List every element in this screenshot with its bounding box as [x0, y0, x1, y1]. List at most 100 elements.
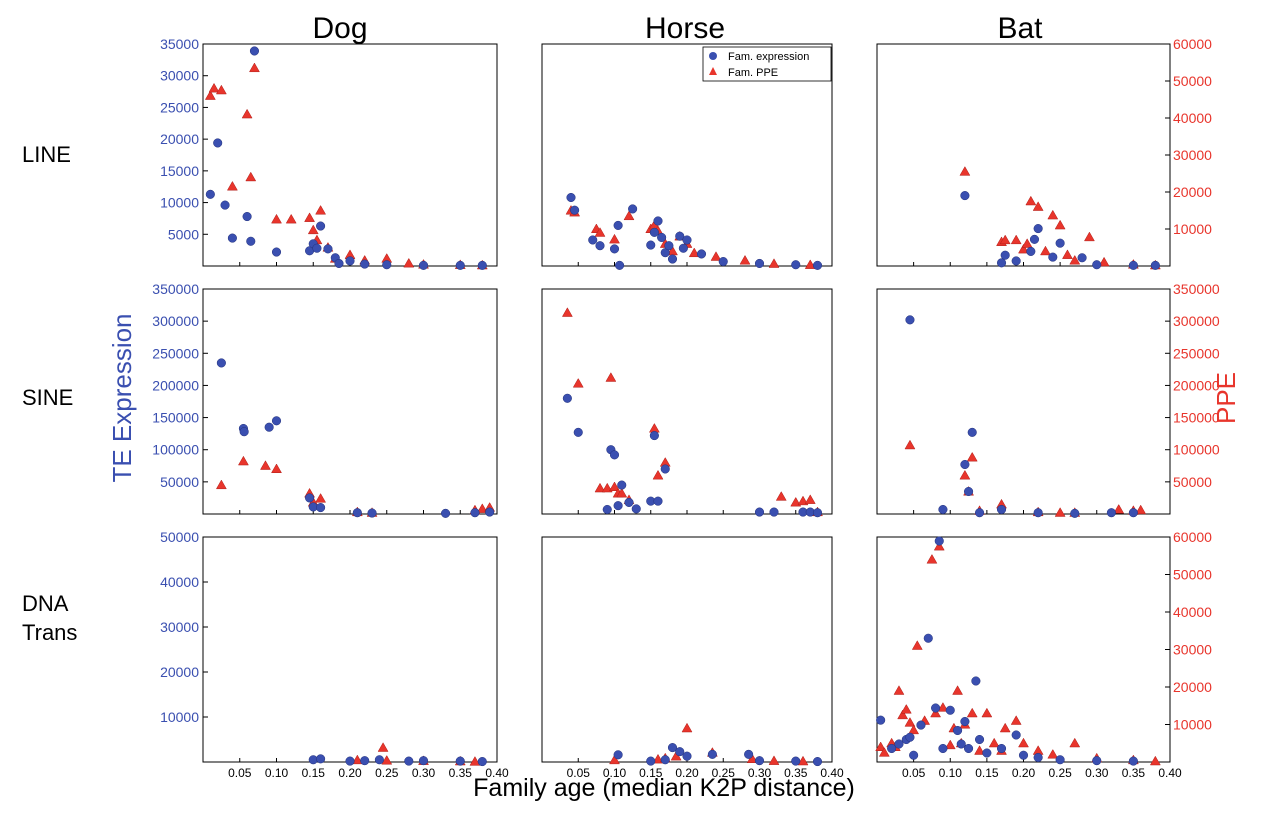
y-tick-label-right: 30000 — [1173, 147, 1212, 163]
expression-point — [667, 743, 678, 753]
x-tick-label: 0.30 — [1085, 766, 1109, 780]
expression-point — [316, 221, 326, 231]
panel-frame — [876, 288, 1171, 515]
expression-point — [345, 756, 355, 766]
x-tick-label: 0.10 — [603, 766, 627, 780]
expression-point — [791, 260, 801, 270]
expression-point — [271, 416, 282, 426]
y-tick-label-left: 20000 — [160, 664, 199, 680]
expression-point — [769, 507, 779, 517]
expression-point — [418, 756, 429, 766]
ppe-point — [351, 754, 363, 765]
x-tick-label: 0.35 — [449, 766, 473, 780]
ppe-point — [768, 755, 780, 765]
ppe-point — [1025, 195, 1037, 206]
legend-ppe-marker — [709, 67, 717, 75]
expression-point — [718, 257, 728, 267]
row-label-dna-trans: DNA Trans — [22, 591, 77, 645]
expression-point — [812, 260, 823, 270]
expression-point — [374, 755, 384, 765]
expression-point — [923, 633, 933, 643]
expression-point — [1128, 260, 1138, 270]
panel-dna-trans-bat: 10000 20000 30000 40000 50000 60000 0.05 0.10 0.… — [875, 529, 1212, 780]
ppe-point — [933, 540, 945, 551]
ppe-point — [605, 372, 617, 382]
y-tick-label-right: 60000 — [1173, 529, 1212, 545]
expression-point — [613, 501, 623, 511]
expression-point — [754, 258, 765, 269]
expression-point — [931, 703, 941, 713]
expression-point — [938, 504, 948, 515]
expression-point — [707, 749, 717, 759]
ppe-point — [469, 756, 481, 766]
expression-point — [996, 504, 1007, 515]
expression-point — [1070, 508, 1080, 518]
legend-expression-label: Fam. expression — [728, 51, 809, 63]
expression-point — [876, 715, 886, 725]
expression-point — [312, 243, 322, 253]
ppe-point — [652, 469, 664, 480]
ppe-point — [609, 481, 620, 491]
ppe-point — [226, 180, 238, 191]
y-tick-label-right: 150000 — [1173, 410, 1220, 426]
expression-point — [1055, 755, 1065, 765]
y-tick-label-right: 250000 — [1173, 345, 1220, 361]
y-tick-label-right: 50000 — [1173, 73, 1212, 89]
x-tick-label: 0.35 — [1122, 766, 1146, 780]
expression-point — [227, 233, 237, 243]
expression-point — [631, 504, 641, 514]
ppe-point — [804, 259, 816, 269]
expression-point — [1011, 730, 1021, 740]
ppe-point — [215, 479, 227, 490]
ppe-point — [1032, 201, 1044, 211]
column-title-dog: Dog — [312, 12, 367, 45]
y-tick-label-left: 10000 — [160, 195, 199, 211]
row-label-line: LINE — [22, 142, 71, 167]
expression-point — [205, 189, 215, 199]
expression-point — [894, 739, 904, 749]
expression-point — [1128, 508, 1138, 518]
expression-point — [649, 227, 659, 237]
x-tick-label: 0.25 — [1048, 766, 1072, 780]
ppe-point — [609, 233, 620, 244]
expression-point — [1011, 256, 1021, 266]
ppe-point — [999, 234, 1011, 245]
panel-sine-dog: 50000 100000 150000 200000 250000 300000 35000… — [152, 281, 498, 518]
expression-point — [570, 205, 580, 215]
panel-sine-horse — [541, 288, 833, 518]
expression-point — [1128, 756, 1138, 766]
ppe-point — [897, 709, 909, 720]
expression-point — [609, 450, 620, 460]
y-tick-label-left: 100000 — [152, 442, 199, 458]
expression-point — [812, 508, 823, 518]
panel-dna-trans-horse: 0.05 0.10 0.15 0.20 0.25 0.30 0.35 0.40 — [541, 536, 844, 780]
panel-dna-trans-dog: 10000 20000 30000 40000 50000 0.05 0.10 0.15 0.2… — [160, 529, 509, 780]
expression-point — [1029, 234, 1040, 244]
ppe-point — [381, 754, 393, 765]
expression-point — [646, 756, 656, 766]
expression-point — [754, 507, 765, 517]
expression-point — [360, 756, 370, 766]
legend-ppe-label: Fam. PPE — [728, 67, 778, 79]
expression-point — [455, 260, 465, 270]
panel-sine-bat: 50000 100000 150000 200000 250000 300000 35000… — [876, 281, 1220, 518]
ppe-point — [1149, 755, 1161, 766]
ppe-point — [739, 254, 751, 265]
expression-point — [660, 464, 670, 474]
expression-point — [213, 138, 223, 148]
ppe-point — [215, 84, 227, 95]
ppe-point — [1054, 507, 1066, 517]
ppe-point — [1021, 238, 1033, 248]
y-tick-label-right: 30000 — [1173, 642, 1212, 658]
expression-point — [246, 236, 256, 246]
ppe-point — [908, 724, 920, 735]
ppe-point — [1098, 256, 1110, 267]
expression-point — [964, 743, 974, 754]
ppe-point — [403, 257, 415, 268]
ppe-point — [623, 210, 635, 221]
expression-point — [345, 256, 355, 266]
expression-point — [657, 232, 667, 243]
expression-point — [682, 235, 692, 245]
expression-point — [1048, 252, 1058, 262]
ppe-point — [1069, 254, 1081, 265]
